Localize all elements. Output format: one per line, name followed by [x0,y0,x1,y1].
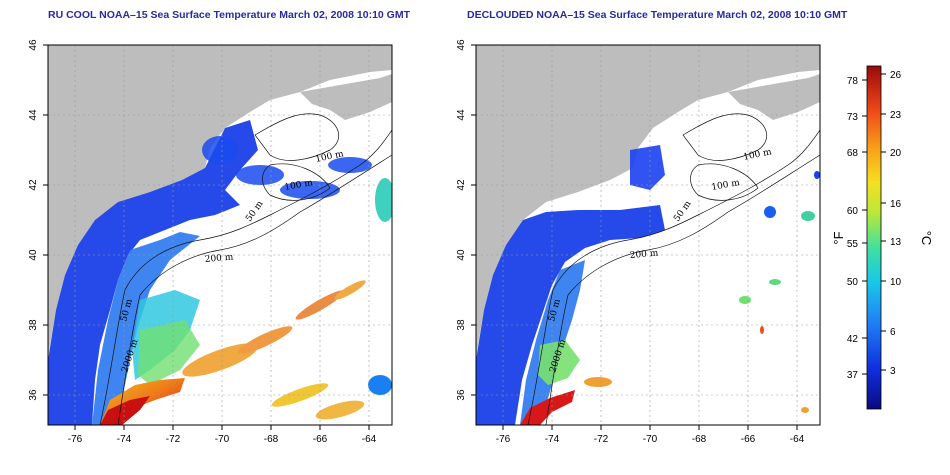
colorbar-c-tick-5: 10 [890,277,902,288]
colorbar-f-tick-7: 37 [847,370,859,381]
left-lon-label-5: -66 [313,434,328,445]
colorbar-f-tick-2: 68 [847,148,859,159]
left-lat-label-1: 44 [28,109,39,121]
right-sst-slope-green [538,340,580,385]
colorbar-c-tick-0: 26 [890,70,902,81]
right-lat-label-2: 42 [456,179,467,191]
right-contours [527,113,820,425]
right-grid [476,45,820,425]
left-contour-label-4: 200 m [204,252,234,264]
colorbar-f-tick-1: 73 [847,112,859,123]
left-sst-gulf-stream-core [100,396,150,425]
colorbar-c-tick-7: 3 [890,366,896,377]
right-land-mass [476,45,820,360]
colorbar-fahrenheit-label: °F [831,231,846,244]
colorbar-f-tick-4: 55 [847,239,859,250]
right-lat-label-5: 36 [456,389,467,401]
left-map-frame [47,44,393,426]
colorbar-f-tick-5: 50 [847,277,859,288]
right-contour-label-4: 200 m [629,248,659,260]
colorbar-c-tick-1: 23 [890,110,902,121]
left-panel-title: RU COOL NOAA–15 Sea Surface Temperature … [48,9,411,21]
right-lat-label-0: 46 [456,39,467,51]
right-sst-gulf-maine-blue [630,145,665,190]
left-lon-label-4: -68 [264,434,279,445]
right-lon-label-1: -74 [545,434,560,445]
left-lon-label-1: -74 [117,434,132,445]
left-lon-label-0: -76 [68,434,83,445]
right-sst-coastal-cold [476,205,665,425]
colorbar: 78 73 68 60 55 50 42 37 26 23 20 16 13 1… [831,65,934,410]
colorbar-c-tick-3: 16 [890,199,902,210]
left-map-panel: 100 m 100 m 50 m 200 m 50 m 2000 m [47,44,393,426]
right-lon-label-3: -70 [643,434,658,445]
left-contours [99,113,392,425]
colorbar-c-tick-6: 6 [890,327,896,338]
left-sst-gulf-green [138,320,200,385]
right-contour-label-2: 100 m [711,178,741,193]
colorbar-c-tick-2: 20 [890,148,902,159]
colorbar-c-tick-4: 13 [890,237,902,248]
left-lon-label-3: -70 [215,434,230,445]
left-sst-gulf-maine [202,136,372,199]
left-sst-coastal-cold [48,120,258,425]
right-lon-label-0: -76 [496,434,511,445]
left-lat-label-5: 36 [28,389,39,401]
colorbar-f-tick-6: 42 [847,334,859,345]
left-lat-label-2: 42 [28,179,39,191]
left-lat-label-4: 38 [28,319,39,331]
left-lon-label-2: -72 [166,434,181,445]
right-axis-ticks [471,44,798,430]
right-lat-label-4: 38 [456,319,467,331]
left-axis-ticks [43,44,370,430]
colorbar-ticks [862,73,886,375]
left-sst-shelf-blue [92,232,200,425]
right-lon-label-6: -64 [790,434,805,445]
right-lon-label-5: -66 [741,434,756,445]
right-map-frame [475,44,821,426]
left-lat-label-3: 40 [28,249,39,261]
right-map-panel: 100 m 100 m 50 m 200 m 50 m 2000 m [475,44,821,426]
right-lon-label-4: -68 [692,434,707,445]
right-sst-patches [584,171,820,413]
right-lat-label-1: 44 [456,109,467,121]
right-lon-label-2: -72 [594,434,609,445]
right-lat-label-3: 40 [456,249,467,261]
colorbar-celsius-label: °C [919,231,934,246]
right-sst-gulf-stream [520,390,575,425]
left-contour-label-2: 100 m [284,178,314,193]
left-lat-label-0: 46 [28,39,39,51]
colorbar-f-tick-3: 60 [847,206,859,217]
left-grid [48,45,392,425]
colorbar-gradient [866,65,882,410]
left-sst-east-edge [368,178,392,395]
colorbar-f-tick-0: 78 [847,76,859,87]
left-land-mass [48,45,392,360]
right-panel-title: DECLOUDED NOAA–15 Sea Surface Temperatur… [467,9,848,21]
left-lon-label-6: -64 [362,434,377,445]
